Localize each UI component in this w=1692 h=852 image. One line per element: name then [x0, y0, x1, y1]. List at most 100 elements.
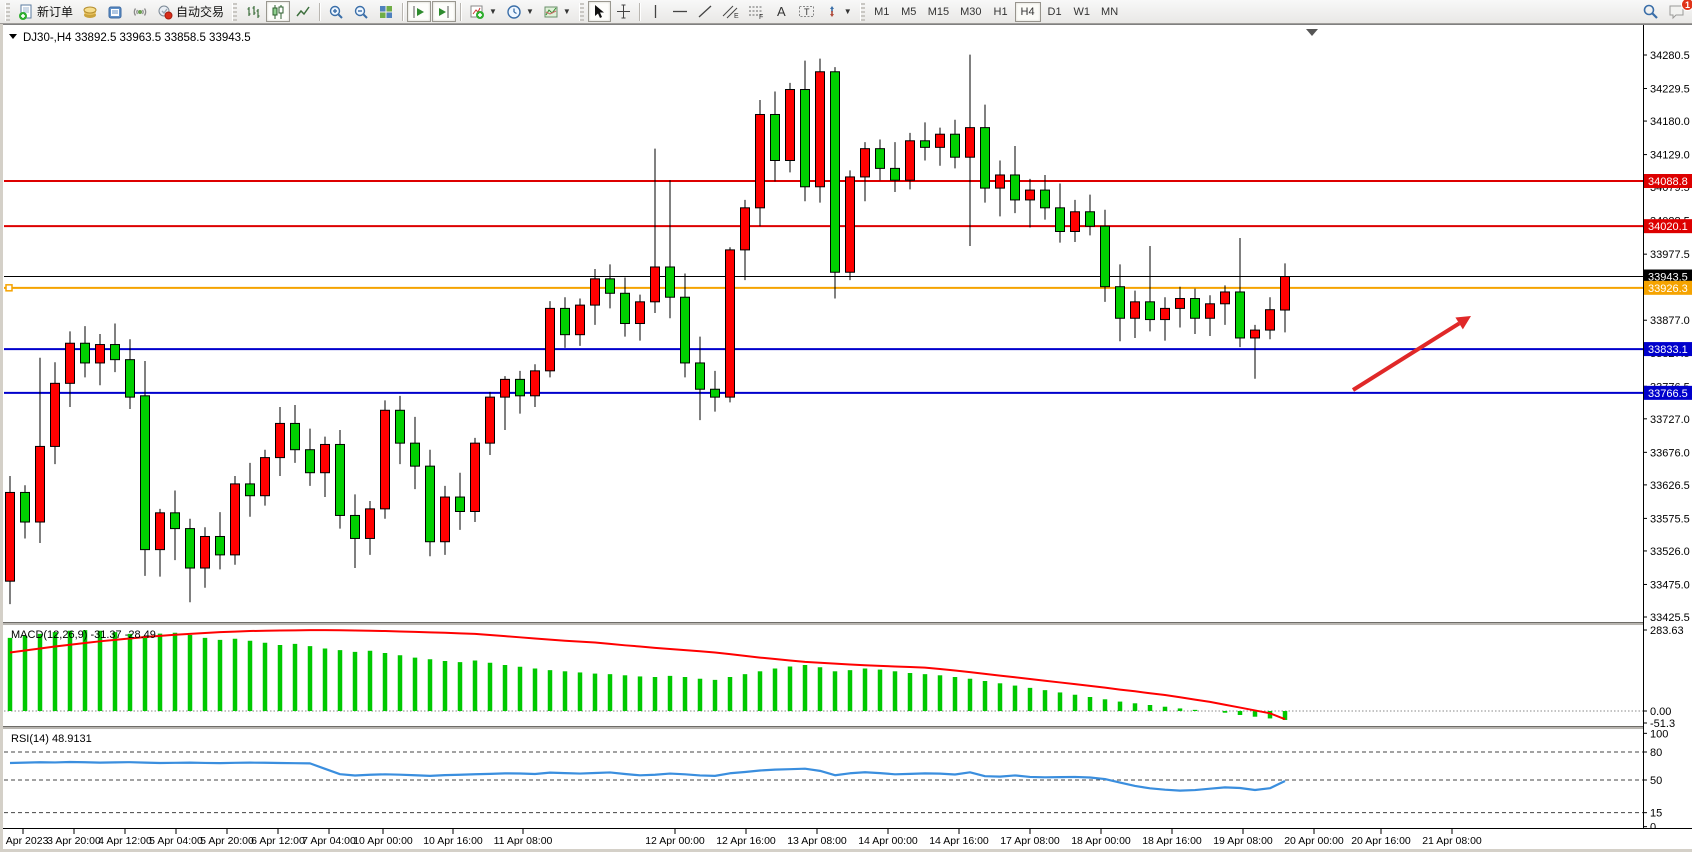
bull-candle: [1070, 211, 1080, 232]
bear-candle: [410, 442, 420, 467]
text-button[interactable]: A: [770, 1, 793, 22]
bear-candle: [620, 292, 630, 325]
time-axis-label: 11 Apr 08:00: [494, 835, 553, 847]
trend-arrow-annotation[interactable]: [1351, 316, 1471, 392]
cursor-button[interactable]: [587, 1, 611, 22]
text-icon: A: [776, 4, 786, 19]
timeframe-M5[interactable]: M5: [896, 2, 922, 22]
vertical-line-button[interactable]: [644, 1, 667, 22]
bull-candle: [1160, 307, 1170, 321]
notification-badge[interactable]: 1: [1681, 0, 1692, 11]
text-label-button[interactable]: T: [794, 1, 819, 22]
axis-tick-label: 33475.0: [1650, 579, 1690, 591]
bull-candle: [380, 409, 390, 510]
templates-dropdown-button[interactable]: ▼: [539, 1, 575, 22]
dropdown-caret-icon: ▼: [525, 7, 534, 16]
axis-tick-label: 34229.5: [1650, 84, 1690, 96]
time-axis-label: 20 Apr 16:00: [1351, 835, 1411, 847]
bear-candle: [335, 443, 345, 516]
timeframe-H1[interactable]: H1: [988, 2, 1014, 22]
search-button[interactable]: [1638, 1, 1663, 22]
new-order-button[interactable]: 新订单: [14, 1, 77, 22]
chart-window[interactable]: 34280.534229.534180.034129.034079.534028…: [0, 24, 1692, 852]
bear-candle: [1085, 211, 1095, 227]
time-axis-label: 12 Apr 00:00: [645, 835, 705, 847]
bar-chart-icon: [247, 5, 260, 18]
price-axis-labels[interactable]: 34280.534229.534180.034129.034079.534028…: [1643, 50, 1692, 834]
bull-candle: [545, 307, 555, 372]
periods-dropdown-button[interactable]: ▼: [502, 1, 538, 22]
bull-candle: [470, 442, 480, 513]
fibonacci-button[interactable]: F: [744, 1, 769, 22]
chart-menu-triangle-icon[interactable]: [9, 34, 17, 39]
autotrading-button[interactable]: 自动交易: [153, 1, 228, 22]
crosshair-button[interactable]: [612, 1, 635, 22]
toolbar-grip[interactable]: [859, 2, 865, 21]
macd-label: MACD(12,26,9) -31.37 -28.49: [11, 629, 156, 641]
chart-shift-button[interactable]: [432, 1, 457, 22]
channel-icon: E: [722, 5, 739, 19]
timeframe-H4[interactable]: H4: [1014, 1, 1041, 22]
time-axis-label: 5 Apr 04:00: [149, 835, 203, 847]
clock-icon: [507, 4, 521, 19]
bull-candle: [200, 535, 210, 569]
zoom-out-button[interactable]: [349, 1, 373, 22]
price-tag-label: 34088.8: [1648, 176, 1688, 188]
terminal-button[interactable]: [103, 1, 127, 22]
trendline-button[interactable]: [693, 1, 717, 22]
bear-candle: [515, 378, 525, 397]
horizontal-line-button[interactable]: [668, 1, 692, 22]
equidistant-channel-button[interactable]: E: [718, 1, 743, 22]
auto-scroll-button[interactable]: [407, 1, 432, 22]
notifications-container: 1: [1664, 0, 1692, 22]
timeframe-D1[interactable]: D1: [1042, 2, 1068, 22]
bear-candle: [875, 148, 885, 169]
orange-line-anchor[interactable]: [5, 284, 13, 292]
axis-tick-label: 33877.0: [1650, 315, 1690, 327]
price-tag: [1644, 269, 1692, 284]
bull-candle: [1130, 301, 1140, 319]
bull-candle: [815, 71, 825, 188]
new-order-label: 新订单: [37, 5, 74, 19]
bull-candle: [365, 508, 375, 539]
bear-candle: [890, 167, 900, 181]
dropdown-caret-icon: ▼: [562, 7, 571, 16]
price-axis[interactable]: [1643, 25, 1692, 828]
candlestick-chart-icon: [272, 4, 284, 19]
terminal-icon: [108, 6, 122, 18]
bar-chart-button[interactable]: [241, 1, 265, 22]
market-button[interactable]: [78, 1, 102, 22]
timeframe-M30[interactable]: M30: [955, 2, 986, 22]
timeframe-MN[interactable]: MN: [1096, 2, 1123, 22]
toolbar-grip[interactable]: [5, 2, 10, 21]
arrows-dropdown-button[interactable]: ▼: [820, 1, 856, 22]
price-tag-label: 33943.5: [1648, 272, 1688, 284]
zoom-in-button[interactable]: [324, 1, 348, 22]
candles-layer[interactable]: [5, 54, 1290, 605]
timeframe-M1[interactable]: M1: [869, 2, 895, 22]
time-axis[interactable]: [3, 829, 1692, 849]
timeframe-M15[interactable]: M15: [923, 2, 954, 22]
bull-candle: [575, 304, 585, 336]
bear-candle: [170, 512, 180, 530]
toolbar-grip[interactable]: [232, 2, 238, 21]
timeframe-W1[interactable]: W1: [1069, 2, 1096, 22]
candlestick-chart-button[interactable]: [266, 1, 291, 22]
bull-candle: [785, 89, 795, 161]
line-chart-button[interactable]: [291, 1, 315, 22]
indicators-dropdown-button[interactable]: ▼: [465, 1, 501, 22]
svg-text:F: F: [759, 14, 763, 19]
bull-candle: [320, 443, 330, 474]
time-axis-label: 14 Apr 00:00: [858, 835, 918, 847]
axis-tick-label: 0.00: [1650, 706, 1671, 718]
chart-canvas[interactable]: 34280.534229.534180.034129.034079.534028…: [0, 24, 1692, 852]
chart-shift-marker-icon[interactable]: [1306, 29, 1318, 36]
bull-candle: [905, 140, 915, 181]
bear-candle: [125, 359, 135, 398]
tile-windows-button[interactable]: [374, 1, 398, 22]
bear-candle: [20, 491, 30, 523]
toolbar-grip[interactable]: [578, 2, 584, 21]
signals-button[interactable]: [128, 1, 152, 22]
price-tag: [1644, 174, 1692, 189]
bull-candle: [755, 113, 765, 209]
